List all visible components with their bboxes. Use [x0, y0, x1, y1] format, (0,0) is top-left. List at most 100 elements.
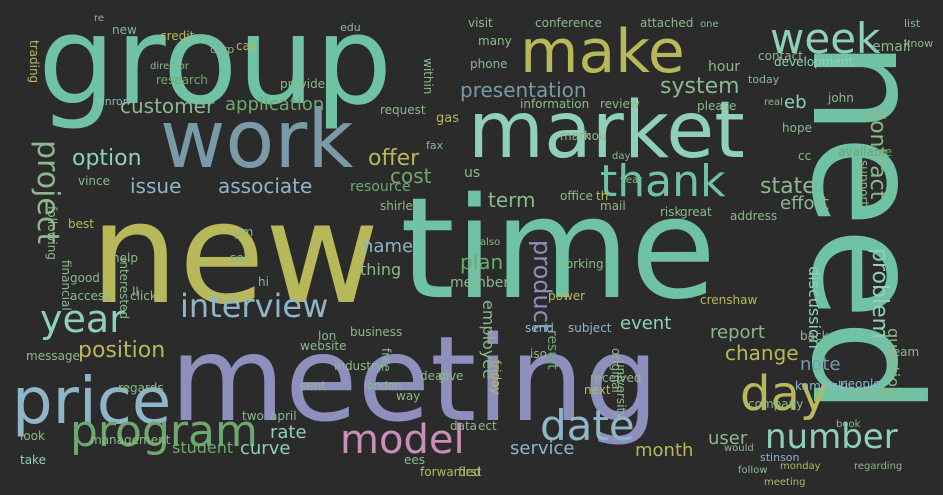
- cloud-word: thank: [600, 156, 726, 207]
- cloud-word: month: [635, 440, 694, 461]
- cloud-word: dear: [420, 369, 448, 383]
- cloud-word: address: [730, 209, 778, 223]
- cloud-word: meeting: [764, 477, 806, 488]
- cloud-word: enron: [98, 95, 130, 108]
- cloud-word: real: [764, 97, 783, 108]
- cloud-word: help: [112, 251, 138, 265]
- cloud-word: hour: [708, 59, 741, 75]
- cloud-word: mail: [600, 199, 626, 213]
- cloud-word: also: [480, 237, 501, 248]
- cloud-word: hi: [258, 275, 269, 289]
- cloud-word: program: [70, 406, 258, 457]
- cloud-word: send: [525, 321, 554, 335]
- cloud-word: user: [708, 428, 748, 449]
- cloud-word: hou: [584, 129, 607, 143]
- cloud-word: offer: [368, 146, 420, 171]
- cloud-word: date: [540, 401, 635, 450]
- cloud-word: support: [857, 160, 871, 207]
- cloud-word: stinson: [760, 451, 800, 464]
- cloud-word: make: [520, 17, 685, 87]
- cloud-word: development: [774, 55, 854, 69]
- cloud-word: houston: [850, 385, 899, 399]
- cloud-word: number: [765, 417, 898, 457]
- cloud-word: phone: [470, 57, 508, 71]
- cloud-word: time: [400, 168, 717, 331]
- cloud-word: sent: [300, 379, 326, 393]
- cloud-word: great: [680, 205, 712, 219]
- cloud-word: provide: [280, 77, 326, 91]
- cloud-word: university: [614, 360, 628, 420]
- cloud-word: request: [380, 103, 426, 117]
- cloud-word: associate: [218, 174, 313, 198]
- cloud-word: eb: [784, 92, 807, 113]
- cloud-word: call: [236, 39, 257, 53]
- cloud-word: website: [300, 339, 347, 353]
- cloud-word: please: [697, 99, 737, 113]
- cloud-word: access: [70, 289, 111, 303]
- cloud-word: next: [584, 383, 611, 397]
- cloud-word: vince: [78, 174, 111, 188]
- cloud-word: work: [160, 93, 354, 186]
- cloud-word: thing: [360, 260, 402, 279]
- cloud-word: give: [438, 369, 464, 383]
- cloud-word: curve: [240, 438, 291, 459]
- cloud-word: day: [612, 151, 631, 162]
- cloud-word: trading: [27, 40, 41, 84]
- cloud-word: april: [270, 409, 297, 423]
- cloud-word: within: [421, 58, 435, 95]
- cloud-word: ect: [478, 419, 497, 433]
- cloud-word: today: [748, 73, 780, 86]
- cloud-word: message: [26, 349, 80, 363]
- cloud-word: kaminski: [795, 379, 849, 393]
- cloud-word: cc: [798, 149, 812, 163]
- cloud-word: risk: [660, 205, 682, 219]
- cloud-word: contact: [758, 49, 803, 63]
- cloud-word: re: [94, 13, 105, 24]
- cloud-word: system: [660, 74, 740, 99]
- cloud-word: term: [488, 188, 536, 212]
- cloud-word: people: [840, 377, 881, 391]
- cloud-word: hope: [782, 121, 812, 135]
- cloud-word: lon: [318, 329, 337, 343]
- cloud-word: group: [38, 0, 393, 132]
- cloud-word: know: [904, 37, 934, 50]
- cloud-word: review: [600, 97, 640, 111]
- cloud-word: company: [748, 397, 804, 411]
- cloud-word: director: [150, 61, 189, 72]
- cloud-word: plan: [460, 250, 504, 274]
- cloud-word: effort: [780, 193, 829, 214]
- cloud-word: pm: [234, 225, 254, 239]
- cloud-word: first: [458, 465, 482, 479]
- cloud-word: credit: [160, 29, 195, 43]
- cloud-word: iso: [530, 347, 547, 361]
- cloud-word: take: [20, 453, 46, 467]
- cloud-word: financial: [59, 260, 73, 311]
- cloud-word: data: [450, 419, 478, 433]
- cloud-word: gas: [436, 111, 459, 126]
- cloud-word: day: [740, 366, 829, 422]
- cloud-word: two: [242, 409, 264, 423]
- cloud-word: result: [544, 330, 560, 370]
- cloud-word: ees: [404, 453, 426, 467]
- cloud-word: subject: [568, 321, 612, 335]
- cloud-word: product: [528, 240, 556, 333]
- cloud-word: research: [156, 73, 208, 87]
- cloud-word: click: [130, 289, 157, 303]
- cloud-word: interested: [117, 258, 131, 320]
- cloud-word: model: [340, 417, 465, 463]
- cloud-word: member: [450, 275, 510, 291]
- cloud-word: shirley: [380, 199, 420, 213]
- cloud-word: john: [828, 91, 854, 105]
- cloud-word: meeting: [170, 310, 659, 448]
- cloud-word: name: [362, 236, 414, 257]
- cloud-word: state: [760, 174, 816, 199]
- cloud-word: visit: [468, 16, 493, 30]
- cloud-word: year: [620, 175, 643, 186]
- cloud-word: change: [725, 341, 799, 365]
- cloud-word: problem: [867, 248, 892, 340]
- cloud-word: week: [770, 14, 881, 63]
- cloud-word: team: [888, 345, 920, 359]
- cloud-word: many: [478, 34, 512, 48]
- cloud-word: regarding: [854, 461, 903, 472]
- cloud-word: interview: [180, 287, 329, 325]
